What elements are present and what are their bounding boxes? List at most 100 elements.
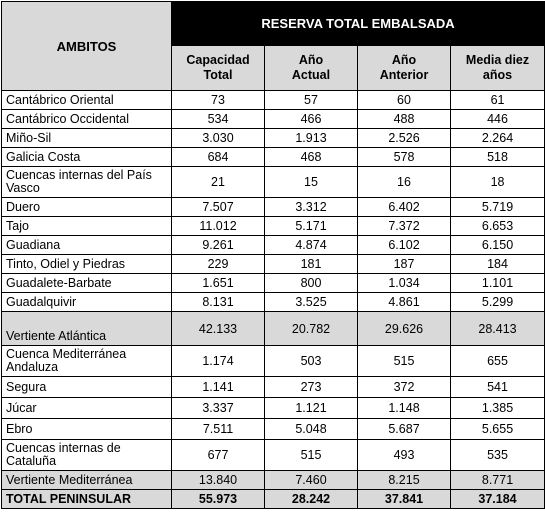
header-row-top: AMBITOS RESERVA TOTAL EMBALSADA	[1, 1, 545, 91]
header-row-sub: Capacidad Total Año Actual Año Anterior Med…	[2, 45, 545, 91]
table-row: Guadalete-Barbate 1.651 800 1.034 1.101	[1, 273, 545, 293]
media-diez-anos-cell: 61	[449, 90, 545, 110]
table-body: Cantábrico Oriental 73 57 60 61 Cantábrico Oc…	[1, 90, 545, 509]
capacidad-total-cell: 7.511	[171, 418, 265, 440]
row-name: Júcar	[1, 397, 172, 419]
row-name: Cuencas internas de Cataluña	[1, 439, 172, 471]
ano-actual-cell: 28.242	[264, 489, 358, 509]
row-name: Guadalete-Barbate	[1, 273, 172, 293]
reserva-total-header: RESERVA TOTAL EMBALSADA	[170, 1, 545, 46]
capacidad-total-cell: 55.973	[171, 489, 265, 509]
ano-actual-cell: 515	[264, 439, 358, 471]
row-name: Vertiente Atlántica	[1, 311, 172, 346]
media-diez-anos-cell: 2.264	[449, 128, 545, 148]
ano-actual-cell: 273	[264, 376, 358, 398]
ano-anterior-cell: 1.034	[357, 273, 451, 293]
total-row: TOTAL PENINSULAR 55.973 28.242 37.841 37.184	[1, 489, 545, 509]
table-row: Duero 7.507 3.312 6.402 5.719	[1, 197, 545, 217]
capacidad-total-cell: 677	[171, 439, 265, 471]
ano-actual-cell: 15	[264, 166, 358, 198]
table-row: Cantábrico Occidental 534 466 488 446	[1, 109, 545, 129]
ano-anterior-cell: 5.687	[357, 418, 451, 440]
ano-anterior-cell: 29.626	[357, 311, 451, 346]
media-diez-anos-cell: 1.101	[449, 273, 545, 293]
media-diez-anos-cell: 541	[449, 376, 545, 398]
capacidad-total-cell: 42.133	[171, 311, 265, 346]
table-row: Segura 1.141 273 372 541	[1, 376, 545, 398]
media-diez-anos-cell: 184	[449, 254, 545, 274]
ano-anterior-cell: 493	[357, 439, 451, 471]
capacidad-total-cell: 11.012	[171, 216, 265, 236]
ano-actual-cell: 4.874	[264, 235, 358, 255]
ano-actual-cell: 1.913	[264, 128, 358, 148]
ano-anterior-cell: 515	[357, 345, 451, 377]
capacidad-total-cell: 3.030	[171, 128, 265, 148]
row-name: Cuenca Mediterránea Andaluza	[1, 345, 172, 377]
table-row: Tinto, Odiel y Piedras 229 181 187 184	[1, 254, 545, 274]
col-header-media-diez-anos: Media diez años	[449, 45, 545, 91]
ano-anterior-cell: 7.372	[357, 216, 451, 236]
row-name: TOTAL PENINSULAR	[1, 489, 172, 509]
media-diez-anos-cell: 655	[449, 345, 545, 377]
row-name: Segura	[1, 376, 172, 398]
capacidad-total-cell: 7.507	[171, 197, 265, 217]
row-name: Tajo	[1, 216, 172, 236]
capacidad-total-cell: 21	[171, 166, 265, 198]
ambitos-header: AMBITOS	[1, 1, 172, 91]
row-name: Galicia Costa	[1, 147, 172, 167]
row-name: Cantábrico Occidental	[1, 109, 172, 129]
ano-actual-cell: 3.525	[264, 292, 358, 312]
capacidad-total-cell: 9.261	[171, 235, 265, 255]
ano-anterior-cell: 187	[357, 254, 451, 274]
capacidad-total-cell: 684	[171, 147, 265, 167]
table-row: Ebro 7.511 5.048 5.687 5.655	[1, 418, 545, 440]
table-row: Miño-Sil 3.030 1.913 2.526 2.264	[1, 128, 545, 148]
subtotal-row: Vertiente Mediterránea 13.840 7.460 8.215 8.…	[1, 470, 545, 490]
ano-actual-cell: 468	[264, 147, 358, 167]
ano-anterior-cell: 1.148	[357, 397, 451, 419]
table-row: Cantábrico Oriental 73 57 60 61	[1, 90, 545, 110]
table-row: Cuenca Mediterránea Andaluza 1.174 503 515 6…	[1, 345, 545, 377]
media-diez-anos-cell: 18	[449, 166, 545, 198]
ano-actual-cell: 5.171	[264, 216, 358, 236]
table-row: Guadiana 9.261 4.874 6.102 6.150	[1, 235, 545, 255]
ano-anterior-cell: 8.215	[357, 470, 451, 490]
capacidad-total-cell: 13.840	[171, 470, 265, 490]
ano-anterior-cell: 16	[357, 166, 451, 198]
capacidad-total-cell: 229	[171, 254, 265, 274]
row-name: Vertiente Mediterránea	[1, 470, 172, 490]
media-diez-anos-cell: 1.385	[449, 397, 545, 419]
ano-anterior-cell: 60	[357, 90, 451, 110]
ano-actual-cell: 1.121	[264, 397, 358, 419]
ano-actual-cell: 3.312	[264, 197, 358, 217]
capacidad-total-cell: 8.131	[171, 292, 265, 312]
row-name: Cuencas internas del País Vasco	[1, 166, 172, 198]
media-diez-anos-cell: 6.150	[449, 235, 545, 255]
table-row: Tajo 11.012 5.171 7.372 6.653	[1, 216, 545, 236]
row-name: Miño-Sil	[1, 128, 172, 148]
ano-actual-cell: 800	[264, 273, 358, 293]
media-diez-anos-cell: 6.653	[449, 216, 545, 236]
ano-actual-cell: 20.782	[264, 311, 358, 346]
capacidad-total-cell: 1.651	[171, 273, 265, 293]
ano-anterior-cell: 37.841	[357, 489, 451, 509]
col-header-capacidad: Capacidad Total	[171, 45, 265, 91]
ano-anterior-cell: 2.526	[357, 128, 451, 148]
ano-actual-cell: 503	[264, 345, 358, 377]
subtotal-row: Vertiente Atlántica 42.133 20.782 29.626 28.…	[1, 311, 545, 346]
row-name: Tinto, Odiel y Piedras	[1, 254, 172, 274]
capacidad-total-cell: 1.174	[171, 345, 265, 377]
capacidad-total-cell: 534	[171, 109, 265, 129]
ano-anterior-cell: 488	[357, 109, 451, 129]
ano-anterior-cell: 4.861	[357, 292, 451, 312]
reservoir-table: AMBITOS RESERVA TOTAL EMBALSADA Capacida…	[1, 1, 545, 509]
ano-anterior-cell: 578	[357, 147, 451, 167]
ano-actual-cell: 57	[264, 90, 358, 110]
row-name: Duero	[1, 197, 172, 217]
row-name: Ebro	[1, 418, 172, 440]
capacidad-total-cell: 73	[171, 90, 265, 110]
capacidad-total-cell: 1.141	[171, 376, 265, 398]
table-row: Guadalquivir 8.131 3.525 4.861 5.299	[1, 292, 545, 312]
media-diez-anos-cell: 5.299	[449, 292, 545, 312]
col-header-ano-actual: Año Actual	[264, 45, 358, 91]
